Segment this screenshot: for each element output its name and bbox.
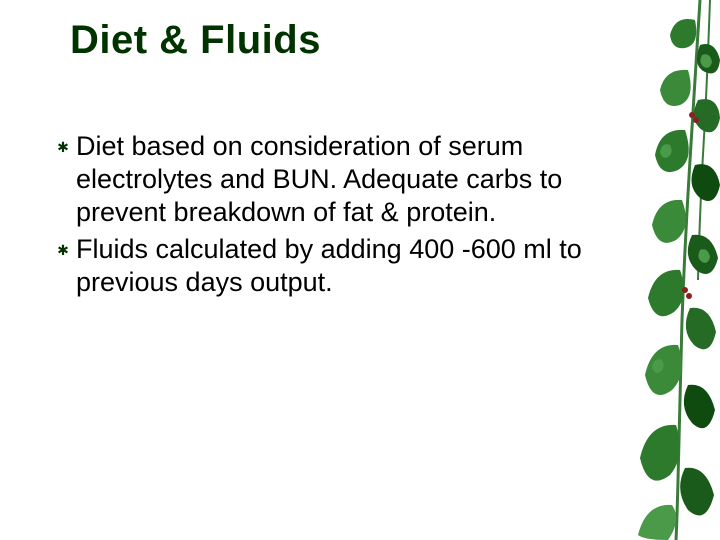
slide-container: Diet & Fluids ✱ Diet based on considerat… [0,0,720,540]
bullet-item: ✱ Diet based on consideration of serum e… [50,130,620,229]
bullet-icon: ✱ [50,140,76,154]
bullet-icon: ✱ [50,243,76,257]
bullet-text: Fluids calculated by adding 400 -600 ml … [76,233,620,299]
bullet-text: Diet based on consideration of serum ele… [76,130,620,229]
bullet-item: ✱ Fluids calculated by adding 400 -600 m… [50,233,620,299]
content-area: ✱ Diet based on consideration of serum e… [50,130,620,303]
slide-title: Diet & Fluids [70,18,321,63]
